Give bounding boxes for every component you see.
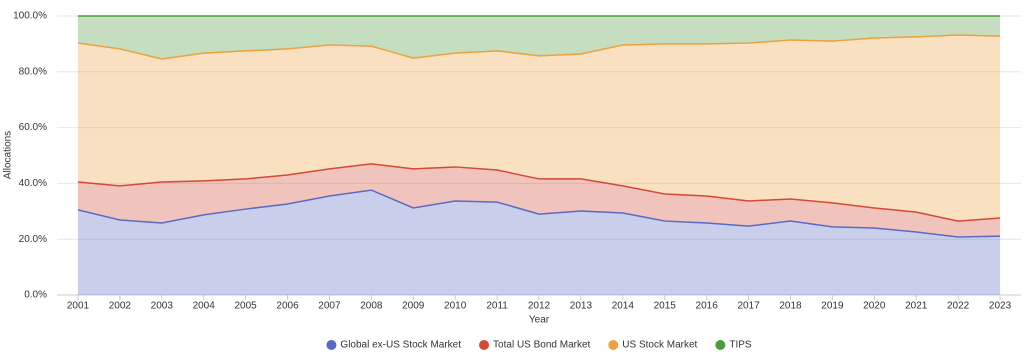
x-tick-label: 2006	[276, 301, 299, 312]
x-tick-label: 2021	[905, 301, 928, 312]
x-tick-label: 2017	[737, 301, 760, 312]
x-tick-label: 2014	[612, 301, 635, 312]
legend-marker	[715, 340, 726, 350]
legend-label: Global ex-US Stock Market	[340, 340, 461, 351]
x-tick-label: 2008	[360, 301, 383, 312]
y-tick-label: 20.0%	[19, 234, 47, 245]
area-line	[77, 34, 1001, 60]
area	[77, 16, 1001, 59]
x-tick-label: 2013	[570, 301, 593, 312]
legend-label: US Stock Market	[622, 340, 697, 351]
x-tick-label: 2023	[989, 301, 1012, 312]
x-tick-label: 2018	[779, 301, 802, 312]
legend: Global ex-US Stock Market Total US Bond M…	[326, 340, 752, 351]
y-tick-label: 40.0%	[19, 178, 47, 189]
area	[77, 163, 1001, 237]
x-tick-label: 2002	[109, 301, 132, 312]
legend-marker	[326, 340, 337, 350]
y-tick-label: 0.0%	[24, 290, 47, 301]
area-line	[77, 189, 1001, 238]
x-tick-label: 2007	[318, 301, 341, 312]
legend-label: TIPS	[729, 340, 752, 351]
x-tick-label: 2003	[151, 301, 174, 312]
x-tick-label: 2015	[654, 301, 677, 312]
area	[77, 34, 1001, 222]
area	[77, 190, 1001, 295]
legend-label: Total US Bond Market	[493, 340, 590, 351]
legend-marker	[479, 340, 490, 350]
x-axis-title: Year	[529, 315, 550, 326]
x-tick-label: 2022	[947, 301, 970, 312]
x-tick-label: 2011	[486, 301, 508, 312]
x-tick-label: 2016	[696, 301, 719, 312]
y-tick-label: 100.0%	[13, 11, 47, 22]
x-tick-label: 2009	[402, 301, 425, 312]
legend-marker	[608, 340, 619, 350]
x-tick-label: 2001	[67, 301, 90, 312]
x-tick-label: 2019	[821, 301, 844, 312]
y-tick-label: 80.0%	[19, 66, 47, 77]
y-tick-label: 60.0%	[19, 122, 47, 133]
y-axis-title: Allocations	[3, 131, 14, 179]
x-tick-label: 2010	[444, 301, 467, 312]
x-tick-label: 2004	[193, 301, 216, 312]
x-tick-label: 2005	[234, 301, 257, 312]
x-tick-label: 2020	[863, 301, 886, 312]
x-tick-label: 2012	[528, 301, 551, 312]
area-line	[77, 163, 1001, 222]
